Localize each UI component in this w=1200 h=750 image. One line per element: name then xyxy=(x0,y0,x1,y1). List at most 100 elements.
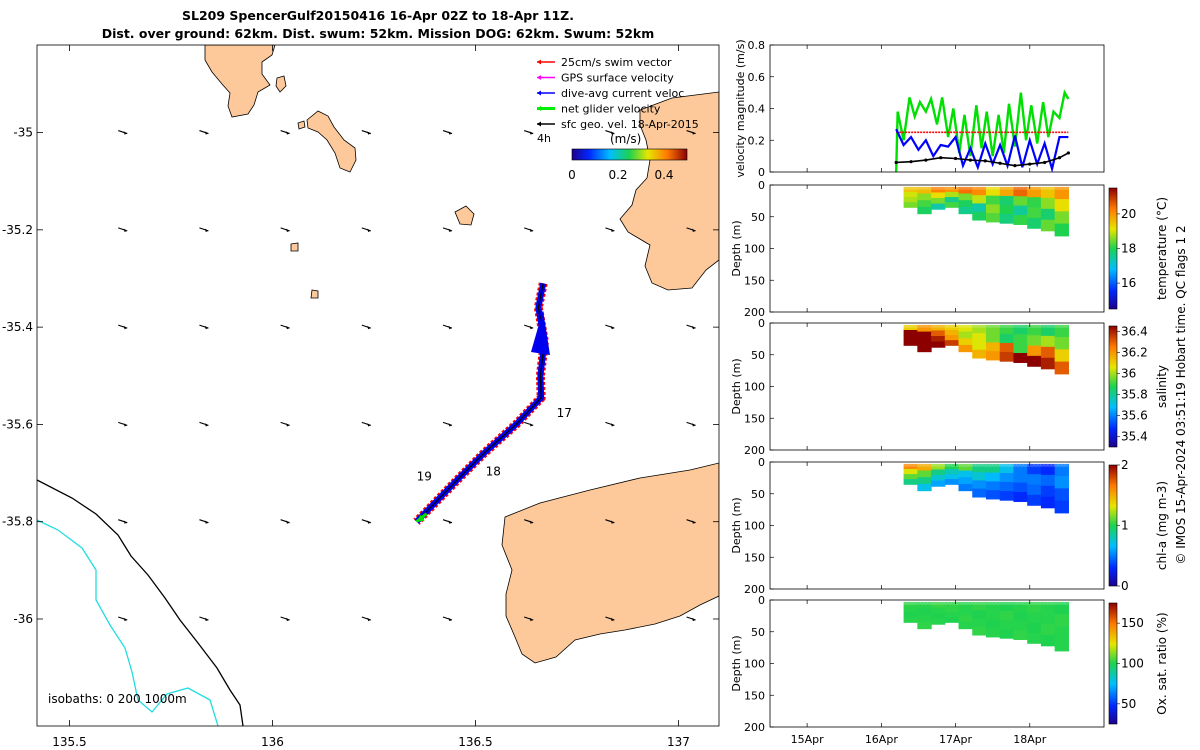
sample-dot xyxy=(958,323,963,329)
heatmap-cell xyxy=(944,329,960,336)
lon-tick-label: 136.5 xyxy=(458,735,492,749)
panel-2: 0 50 100 150 200 Depth (m) 35.4 35.6 35.8 36 36.2 3… xyxy=(730,317,1169,457)
heatmap-cell xyxy=(944,479,960,485)
sample-dot xyxy=(923,185,929,191)
arrow-head xyxy=(610,617,615,622)
y-tick-label: 100 xyxy=(744,381,765,394)
sample-dot xyxy=(961,462,966,468)
sample-dot xyxy=(916,185,922,191)
sample-dot xyxy=(999,600,1004,606)
heatmap-cell xyxy=(958,338,973,346)
sample-dot xyxy=(1006,323,1011,329)
arrow-head xyxy=(692,131,696,135)
heatmap-cell xyxy=(1054,211,1069,225)
heatmap-cell xyxy=(1040,357,1056,370)
arrow-head xyxy=(123,520,128,524)
heatmap-cell xyxy=(931,324,946,332)
cbar-tick-label: 50 xyxy=(1121,697,1136,711)
sample-dot xyxy=(1002,185,1008,191)
lat-tick-label: -35.6 xyxy=(2,417,33,431)
heatmap-cell xyxy=(903,474,918,480)
arrow-head xyxy=(529,325,534,330)
heatmap-cell xyxy=(917,206,932,215)
heatmap-cell xyxy=(931,198,946,205)
heatmap-cell xyxy=(999,629,1015,639)
heatmap-cell xyxy=(931,469,946,476)
sample-dot xyxy=(961,323,966,329)
sample-dot xyxy=(1050,323,1056,329)
y-tick-label: 50 xyxy=(751,488,765,501)
surface-velocity-arrows xyxy=(118,130,696,622)
heatmap-cell xyxy=(903,191,918,198)
panel-3: 0 50 100 150 200 Depth (m) 0 1 2 chl-a (mg m-3) xyxy=(730,456,1169,596)
land-islet-f xyxy=(310,289,319,299)
heatmap-cell xyxy=(903,612,918,618)
sample-dot xyxy=(947,323,953,329)
cbar-tick-label: 35.4 xyxy=(1121,429,1148,443)
sample-dot xyxy=(920,185,925,191)
coastline-mainland xyxy=(37,479,244,726)
sample-dot xyxy=(964,323,970,329)
arrow-head xyxy=(367,423,371,427)
heatmap-cell xyxy=(931,601,946,609)
sample-dot xyxy=(985,323,990,329)
heatmap-cell xyxy=(1040,463,1056,476)
heatmap-cell xyxy=(1027,463,1042,475)
heatmap-cell xyxy=(1013,205,1028,216)
heatmap-cell xyxy=(1027,494,1042,506)
heatmap-cell xyxy=(1013,482,1028,493)
sample-dot xyxy=(1006,462,1011,468)
map-frame xyxy=(36,44,720,727)
y-tick-label: 0.6 xyxy=(748,71,766,84)
heatmap-cell xyxy=(985,619,1001,629)
heatmap-cell xyxy=(972,211,987,221)
y-tick-label: 50 xyxy=(751,349,765,362)
sample-dot xyxy=(903,462,908,468)
sample-dot xyxy=(1047,600,1052,606)
sample-dot xyxy=(978,185,984,191)
heatmap-cell xyxy=(917,483,932,492)
sample-dot xyxy=(1009,185,1014,191)
heatmap-cell xyxy=(1013,630,1028,640)
heatmap-cell xyxy=(903,186,918,193)
series-point xyxy=(968,158,973,162)
sample-dot xyxy=(1019,323,1025,329)
heatmap-cell xyxy=(917,608,932,616)
legend-arrow-head xyxy=(537,121,541,127)
sample-dot xyxy=(947,600,953,606)
sample-dot xyxy=(1030,185,1035,191)
sample-dot xyxy=(982,462,987,468)
arrow-head xyxy=(610,520,615,524)
sample-dot xyxy=(1033,462,1038,468)
heatmap-cell xyxy=(1040,335,1056,348)
sample-dot xyxy=(937,600,942,606)
sample-dot xyxy=(982,185,987,191)
sample-dot xyxy=(958,185,963,191)
sample-dot xyxy=(978,323,984,329)
sample-dot xyxy=(1061,323,1066,329)
sample-dot xyxy=(937,323,942,329)
y-tick-label: 0 xyxy=(758,456,765,469)
arrow-head xyxy=(367,520,371,524)
sample-dot xyxy=(1036,323,1042,329)
heatmap-cell xyxy=(917,186,932,195)
heatmap-cell xyxy=(985,186,1001,197)
sample-dot xyxy=(1040,462,1045,468)
arrow-head xyxy=(123,325,128,330)
heatmap-cell xyxy=(999,482,1015,492)
heatmap-cell xyxy=(1040,197,1056,210)
sample-dot xyxy=(968,323,973,329)
heatmap-cells xyxy=(903,323,1069,375)
y-tick-label: 0.2 xyxy=(748,134,766,147)
heatmap-cells xyxy=(903,185,1069,237)
heatmap-cell xyxy=(958,621,973,630)
sample-dot xyxy=(1057,323,1062,329)
sample-dot xyxy=(909,462,915,468)
panel-4: 0 50 100 150 200 Depth (m) 50 100 150 Ox. sat. ra… xyxy=(730,594,1169,746)
heatmap-cell xyxy=(931,330,946,337)
sample-dot xyxy=(964,185,970,191)
heatmap-cell xyxy=(931,480,946,487)
heatmap-cell xyxy=(985,195,1001,205)
land-kangaroo-north xyxy=(204,45,276,118)
